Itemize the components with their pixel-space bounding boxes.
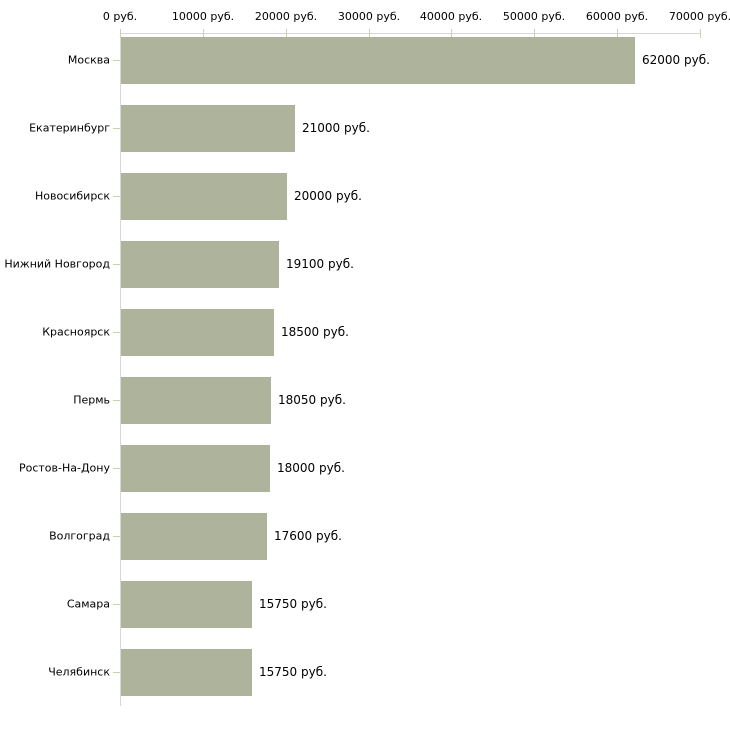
x-axis-tick-label: 70000 руб.	[668, 10, 730, 23]
bar-москва	[121, 37, 635, 84]
y-axis-tick	[113, 536, 120, 537]
bar-ростов-на-дону	[121, 445, 270, 492]
y-axis-tick	[113, 468, 120, 469]
y-axis-tick	[113, 672, 120, 673]
y-axis-tick	[113, 60, 120, 61]
value-label: 18000 руб.	[277, 461, 345, 475]
y-axis-tick	[113, 264, 120, 265]
bar-нижний-новгород	[121, 241, 279, 288]
x-axis-tick-label: 50000 руб.	[502, 10, 566, 23]
x-axis-tick	[120, 29, 121, 38]
value-label: 20000 руб.	[294, 189, 362, 203]
x-axis-line	[120, 33, 701, 34]
bar-новосибирск	[121, 173, 287, 220]
category-label: Нижний Новгород	[4, 257, 110, 271]
bar-волгоград	[121, 513, 267, 560]
bar-екатеринбург	[121, 105, 295, 152]
value-label: 62000 руб.	[642, 53, 710, 67]
bar-красноярск	[121, 309, 274, 356]
value-label: 21000 руб.	[302, 121, 370, 135]
bar-самара	[121, 581, 252, 628]
y-axis-tick	[113, 128, 120, 129]
value-label: 17600 руб.	[274, 529, 342, 543]
bar-челябинск	[121, 649, 252, 696]
category-label: Красноярск	[42, 325, 110, 339]
value-label: 18050 руб.	[278, 393, 346, 407]
value-label: 18500 руб.	[281, 325, 349, 339]
category-label: Пермь	[73, 393, 110, 407]
x-axis-tick-label: 10000 руб.	[171, 10, 235, 23]
category-label: Ростов-На-Дону	[18, 461, 110, 475]
x-axis-tick	[451, 29, 452, 38]
x-axis-tick	[369, 29, 370, 38]
x-axis-tick	[534, 29, 535, 38]
x-axis-tick-label: 60000 руб.	[585, 10, 649, 23]
x-axis-tick	[617, 29, 618, 38]
x-axis-tick-label: 20000 руб.	[254, 10, 318, 23]
value-label: 15750 руб.	[259, 665, 327, 679]
x-axis-tick-label: 0 руб.	[102, 10, 138, 23]
x-axis-tick	[203, 29, 204, 38]
value-label: 15750 руб.	[259, 597, 327, 611]
y-axis-tick	[113, 400, 120, 401]
value-label: 19100 руб.	[286, 257, 354, 271]
category-label: Челябинск	[48, 665, 110, 679]
y-axis-tick	[113, 332, 120, 333]
category-label: Екатеринбург	[29, 121, 110, 135]
category-label: Волгоград	[49, 529, 110, 543]
y-axis-line	[120, 33, 121, 706]
y-axis-tick	[113, 196, 120, 197]
x-axis-tick-label: 40000 руб.	[419, 10, 483, 23]
category-label: Москва	[67, 53, 110, 67]
category-label: Новосибирск	[34, 189, 110, 203]
category-label: Самара	[66, 597, 110, 611]
x-axis-tick	[700, 29, 701, 38]
bar-пермь	[121, 377, 271, 424]
x-axis-tick-label: 30000 руб.	[337, 10, 401, 23]
x-axis-tick	[286, 29, 287, 38]
y-axis-tick	[113, 604, 120, 605]
